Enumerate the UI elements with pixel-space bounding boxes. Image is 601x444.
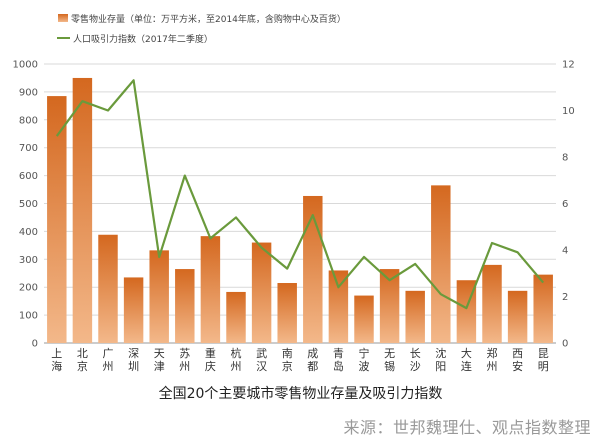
bar (431, 185, 451, 343)
left-tick-label: 500 (19, 199, 38, 210)
right-tick-label: 8 (562, 153, 568, 164)
category-label: 郑州 (487, 346, 498, 373)
bar (251, 242, 272, 343)
category-label: 南京 (282, 347, 293, 373)
grid-layer (44, 63, 556, 344)
legend-bar-swatch (58, 14, 68, 22)
category-label: 青岛 (333, 347, 344, 373)
legend-line-label: 人口吸引力指数（2017年二季度） (73, 33, 213, 45)
left-tick-label: 100 (19, 311, 38, 322)
category-label: 天津 (154, 347, 165, 373)
bar (226, 291, 246, 343)
bar (175, 269, 195, 343)
left-tick-label: 200 (19, 283, 38, 294)
source-note: 来源：世邦魏理仕、观点指数整理 (343, 418, 591, 437)
category-label: 北京 (77, 347, 88, 373)
right-tick-label: 10 (562, 106, 575, 117)
right-axis: 0 2 4 6 8 10 12 (562, 60, 575, 350)
category-label: 上海 (51, 347, 62, 373)
category-label: 西安 (512, 347, 523, 373)
category-label: 长沙 (410, 347, 421, 373)
left-tick-label: 300 (19, 255, 38, 266)
bar (72, 77, 93, 343)
category-label: 深圳 (128, 347, 139, 373)
left-tick-label: 700 (19, 143, 38, 154)
bar (482, 264, 502, 343)
left-tick-label: 400 (19, 227, 38, 238)
right-tick-label: 2 (562, 292, 568, 303)
right-tick-label: 6 (562, 199, 568, 210)
bar (123, 277, 144, 343)
category-label: 苏州 (179, 347, 190, 373)
bar (200, 236, 221, 343)
left-tick-label: 1000 (13, 60, 38, 71)
category-label: 成都 (307, 347, 318, 373)
bar (533, 274, 553, 343)
category-label: 昆明 (538, 347, 549, 373)
category-label: 大连 (461, 346, 472, 373)
left-tick-label: 0 (32, 339, 38, 350)
left-axis: 0 100 200 300 400 500 600 700 800 900 1000 (13, 60, 38, 350)
bar (379, 269, 400, 343)
left-tick-label: 900 (19, 87, 38, 98)
right-tick-label: 0 (562, 339, 568, 350)
bar (405, 290, 425, 343)
left-tick-label: 600 (19, 171, 38, 182)
category-label: 无锡 (384, 347, 395, 373)
left-tick-label: 800 (19, 115, 38, 126)
category-label: 广州 (103, 347, 114, 373)
bar-series (47, 77, 553, 344)
line-path (55, 79, 545, 310)
line-series (55, 79, 545, 310)
category-label: 宁波 (359, 346, 370, 373)
right-tick-label: 12 (562, 60, 575, 71)
bar (303, 195, 323, 343)
category-label: 杭州 (231, 346, 242, 373)
legend: 零售物业存量（单位：万平方米，至2014年底，含购物中心及百货） 人口吸引力指数… (57, 13, 346, 45)
bar (354, 295, 374, 343)
bar (507, 290, 528, 343)
category-label: 沈阳 (435, 346, 446, 373)
category-label: 武汉 (256, 347, 267, 373)
right-tick-label: 4 (562, 246, 568, 257)
bar (149, 250, 169, 343)
bar (328, 270, 349, 343)
legend-bar-label: 零售物业存量（单位：万平方米，至2014年底，含购物中心及百货） (71, 13, 346, 25)
bar (98, 234, 118, 343)
category-label: 重庆 (205, 346, 216, 373)
bar (47, 96, 67, 344)
chart-caption: 全国20个主要城市零售物业存量及吸引力指数 (158, 386, 443, 402)
chart-canvas: 0 100 200 300 400 500 600 700 800 900 1000 0 2 4 6 8 10… (13, 13, 575, 373)
bar (277, 283, 297, 343)
